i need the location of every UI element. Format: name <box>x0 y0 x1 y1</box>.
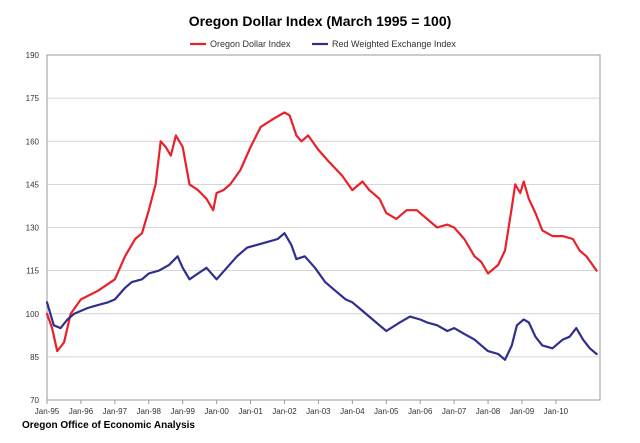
y-tick-label: 115 <box>26 267 39 276</box>
x-tick-label: Jan-06 <box>408 407 433 416</box>
x-tick-label: Jan-99 <box>170 407 195 416</box>
x-tick-label: Jan-01 <box>238 407 263 416</box>
x-axis: Jan-95 Jan-96 Jan-97 Jan-98 Jan-99 Jan-00 Jan-… <box>35 400 569 416</box>
x-tick-label: Jan-08 <box>476 407 501 416</box>
x-tick-label: Jan-07 <box>442 407 467 416</box>
x-tick-label: Jan-03 <box>306 407 331 416</box>
chart-title: Oregon Dollar Index (March 1995 = 100) <box>189 13 452 29</box>
x-tick-label: Jan-04 <box>340 407 365 416</box>
x-tick-label: Jan-95 <box>35 407 60 416</box>
y-tick-label: 190 <box>26 51 40 60</box>
y-tick-label: 70 <box>30 396 39 405</box>
y-axis: 70 85 100 115 130 145 160 175 190 <box>26 51 40 405</box>
legend-label: Red Weighted Exchange Index <box>332 39 456 49</box>
y-tick-label: 85 <box>30 353 39 362</box>
series-line-1 <box>45 111 598 353</box>
x-tick-label: Jan-05 <box>374 407 399 416</box>
y-tick-label: 145 <box>26 180 40 189</box>
x-tick-label: Jan-98 <box>137 407 162 416</box>
x-tick-label: Jan-00 <box>204 407 229 416</box>
series-line-2 <box>45 232 598 361</box>
y-tick-label: 175 <box>26 94 40 103</box>
x-tick-label: Jan-02 <box>272 407 297 416</box>
x-tick-label: Jan-96 <box>69 407 94 416</box>
legend-label: Oregon Dollar Index <box>210 39 291 49</box>
x-tick-label: Jan-09 <box>510 407 535 416</box>
y-tick-label: 100 <box>26 310 40 319</box>
x-tick-label: Jan-97 <box>103 407 128 416</box>
y-tick-label: 160 <box>26 137 40 146</box>
source-note: Oregon Office of Economic Analysis <box>22 420 195 431</box>
x-tick-label: Jan-10 <box>544 407 569 416</box>
chart-legend: Oregon Dollar Index Red Weighted Exchange… <box>190 39 456 49</box>
data-series <box>45 111 598 361</box>
y-tick-label: 130 <box>26 224 40 233</box>
